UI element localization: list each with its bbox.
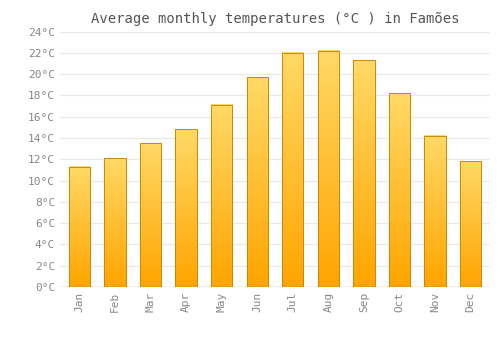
Bar	[69, 167, 90, 287]
Bar	[246, 77, 268, 287]
Bar	[176, 130, 197, 287]
Bar	[388, 93, 410, 287]
Bar	[211, 105, 233, 287]
Bar	[318, 51, 339, 287]
Bar	[353, 60, 374, 287]
Title: Average monthly temperatures (°C ) in Famões: Average monthly temperatures (°C ) in Fa…	[91, 12, 459, 26]
Bar	[104, 158, 126, 287]
Bar	[140, 143, 162, 287]
Bar	[424, 136, 446, 287]
Bar	[282, 53, 304, 287]
Bar	[460, 161, 481, 287]
